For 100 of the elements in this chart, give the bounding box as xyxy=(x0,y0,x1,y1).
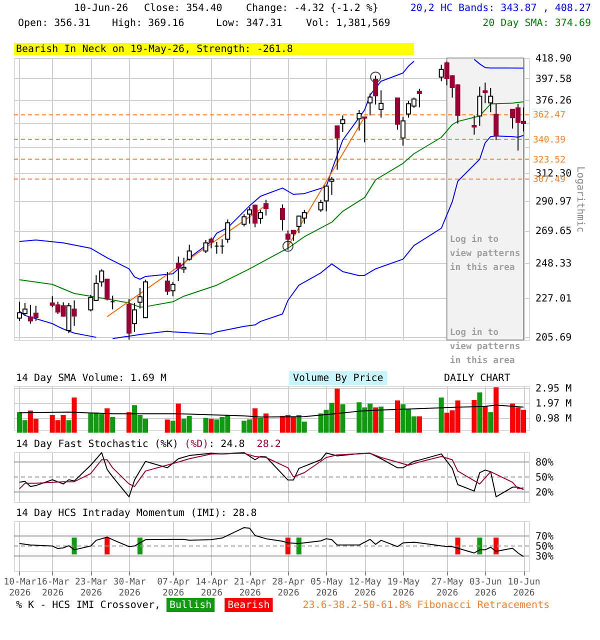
y-tick-label: 269.65 xyxy=(536,226,572,238)
bar xyxy=(416,416,422,433)
bar xyxy=(334,388,340,433)
band-label: Log in to view patterns in this area xyxy=(450,234,520,273)
line-series xyxy=(18,452,524,498)
bar xyxy=(340,404,346,433)
bar xyxy=(378,406,384,433)
bar xyxy=(208,418,214,433)
candlestick xyxy=(356,109,362,132)
x-tick-label: 10-Mar 2026 xyxy=(4,578,37,598)
x-tick-label: 27-May 2026 xyxy=(431,578,464,598)
ref-line-label: 362.47 xyxy=(533,110,566,121)
text: 14 Day SMA Volume: 1.69 M xyxy=(16,373,167,384)
y-tick-label: 50% xyxy=(536,472,554,484)
y-tick-label: 290.97 xyxy=(536,196,572,208)
x-tick-label: 12-May 2026 xyxy=(348,578,382,598)
candlestick xyxy=(225,219,230,244)
bar xyxy=(203,418,208,433)
candlestick xyxy=(477,86,482,126)
candlestick xyxy=(438,64,444,82)
candlestick xyxy=(280,204,285,231)
y-tick-label: 80% xyxy=(536,458,554,468)
y-tick-label: 2.95 M xyxy=(536,383,572,394)
bar xyxy=(395,400,400,433)
candlestick xyxy=(258,209,264,224)
text: Bearish xyxy=(228,600,270,611)
candlestick xyxy=(242,214,247,227)
chart-title: 14 Day HCS Intraday Momentum (IMI): 28.8 xyxy=(16,508,257,519)
candlestick xyxy=(373,75,378,106)
text: Bearish In Neck on 19-May-26, Strength: -261.8 xyxy=(16,44,293,55)
text: High: 369.16 xyxy=(112,18,184,29)
candlestick xyxy=(324,184,329,212)
text: 23.6-38.2-50-61.8% Fibonacci Retracements xyxy=(302,600,550,611)
candlestick xyxy=(416,88,422,108)
y-tick-label: 248.33 xyxy=(536,258,572,270)
line-series xyxy=(18,404,524,418)
candlestick xyxy=(334,125,340,170)
bar xyxy=(72,398,77,433)
x-tick-label: 30-Mar 2026 xyxy=(113,578,146,598)
bar xyxy=(488,412,494,433)
bar xyxy=(126,412,132,433)
text: 20 Day SMA: 374.69 xyxy=(482,18,591,29)
text: Volume By Price xyxy=(293,373,384,384)
x-tick-label: 05-May 2026 xyxy=(310,578,344,598)
candlestick xyxy=(378,90,384,118)
text: 10-Jun-26 xyxy=(74,3,128,14)
text: : 24.8 xyxy=(208,439,245,450)
y-tick-label: 418.90 xyxy=(536,54,572,64)
bar xyxy=(494,387,499,433)
y-axis-title: Logarithmic xyxy=(574,166,586,233)
candlestick xyxy=(99,268,104,288)
y-tick-label: 376.26 xyxy=(536,96,572,107)
text: DAILY CHART xyxy=(444,373,510,384)
x-tick-label: 10-Jun 2026 xyxy=(508,578,540,598)
candlestick xyxy=(482,82,488,104)
x-tick-label: 16-Mar 2026 xyxy=(36,578,70,598)
bar xyxy=(176,404,181,433)
bar xyxy=(252,408,258,433)
text: Low: 347.31 xyxy=(216,18,282,29)
y-tick-label: 70% xyxy=(536,532,554,542)
ref-line-label: 323.52 xyxy=(533,155,566,166)
candlestick xyxy=(329,176,334,196)
ref-line-label: 340.39 xyxy=(533,135,566,146)
bar xyxy=(472,400,477,433)
text: Close: 354.40 xyxy=(144,3,222,14)
candlestick xyxy=(132,302,138,332)
text: % K - HCS IMI Crossover, xyxy=(16,600,160,611)
y-tick-label: 227.01 xyxy=(536,294,572,305)
series-label: (%D) xyxy=(184,439,209,450)
candlestick xyxy=(488,88,494,113)
bar xyxy=(482,406,488,433)
candlestick xyxy=(494,103,499,141)
y-tick-label: 1.97 M xyxy=(536,398,572,410)
text: 20,2 HC Bands: 343.87 , 408.27 xyxy=(410,3,591,14)
x-tick-label: 19-May 2026 xyxy=(387,578,420,598)
y-tick-label: 50% xyxy=(536,542,554,552)
candlestick xyxy=(203,239,208,254)
candlestick xyxy=(186,244,192,262)
annotation: Log in to view patterns in this area xyxy=(450,327,520,366)
candlestick xyxy=(340,114,346,132)
x-tick-label: 23-Mar 2026 xyxy=(74,578,108,598)
x-tick-label: 28-Apr 2026 xyxy=(272,578,306,598)
candlestick xyxy=(368,93,373,116)
chart-title: 14 Day Fast Stochastic (%K) xyxy=(16,439,179,450)
bar xyxy=(104,408,110,433)
text: Vol: 1,381,569 xyxy=(306,18,390,29)
line-series xyxy=(18,452,524,490)
x-tick-label: 03-Jun 2026 xyxy=(469,578,502,598)
y-tick-label: 0.98 M xyxy=(536,413,572,424)
bar xyxy=(264,413,269,433)
y-tick-label: 20% xyxy=(536,488,554,498)
y-tick-label: 30% xyxy=(536,552,554,562)
bar xyxy=(438,398,444,433)
text: Change: -4.32 {-1.2 %} xyxy=(246,3,378,14)
candlestick xyxy=(181,257,186,274)
candlestick xyxy=(247,206,252,224)
candlestick xyxy=(170,281,176,297)
y-tick-label: 205.69 xyxy=(536,332,572,344)
text: Bullish xyxy=(170,600,212,611)
x-tick-label: 21-Apr 2026 xyxy=(234,578,267,598)
